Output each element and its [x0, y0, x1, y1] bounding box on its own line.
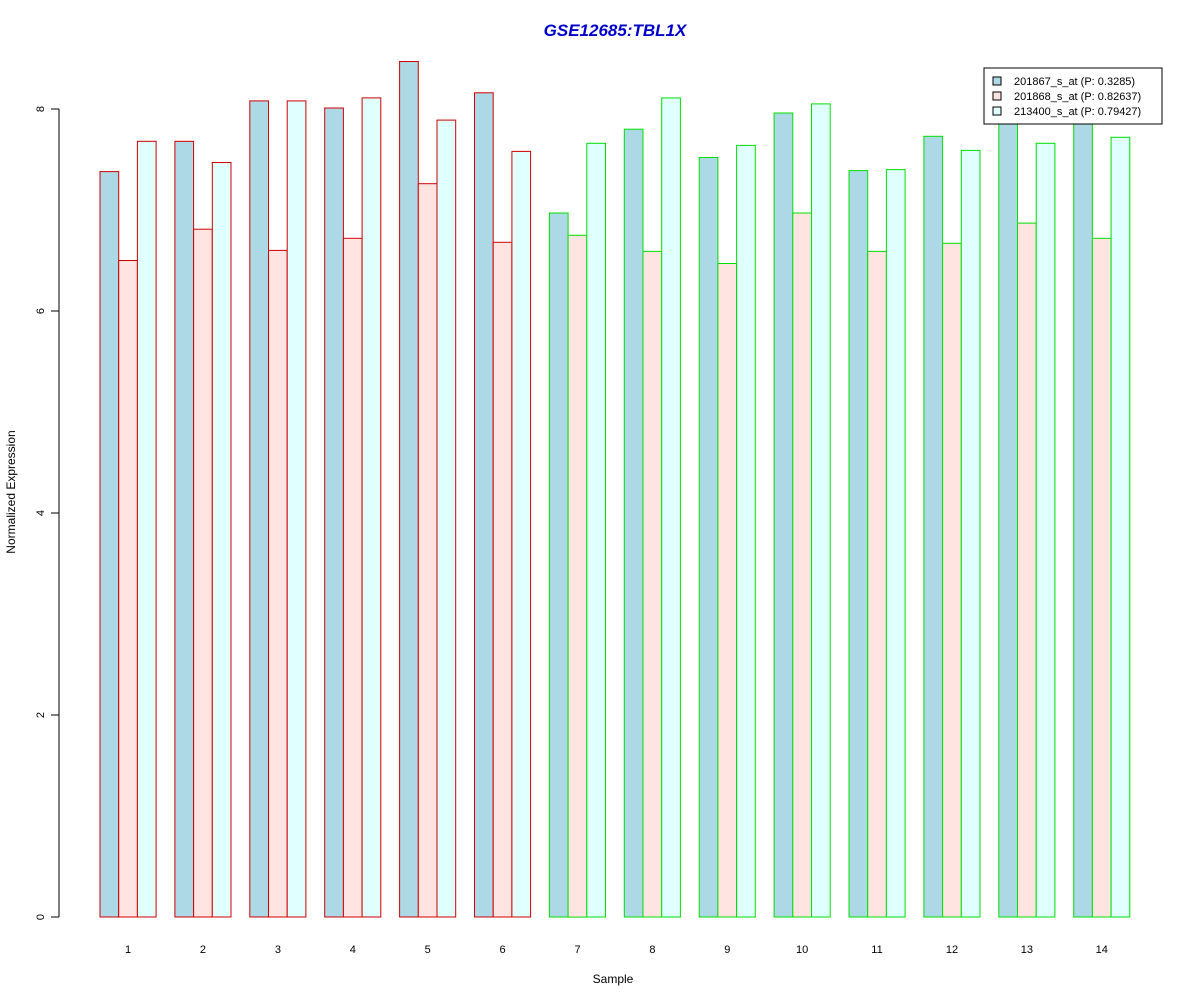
bar-sample-6-series-2: [492, 241, 513, 918]
bar-sample-1-series-1: [99, 171, 120, 918]
x-tick-label: 10: [796, 944, 808, 956]
x-tick-label: 4: [350, 944, 356, 956]
bar-sample-1-series-3: [136, 140, 157, 918]
x-tick-label: 9: [724, 944, 730, 956]
bar-sample-10-series-3: [811, 103, 831, 918]
bar-sample-13-series-2: [1017, 222, 1037, 918]
x-tick-label: 11: [871, 944, 882, 956]
bar-sample-13-series-1: [998, 110, 1018, 918]
x-tick-label: 14: [1096, 944, 1108, 956]
bar-sample-12-series-3: [960, 149, 981, 918]
y-tick-label: 2: [35, 712, 47, 718]
bar-sample-2-series-2: [193, 228, 213, 918]
y-tick-label: 4: [35, 510, 47, 516]
bar-sample-9-series-1: [698, 157, 719, 918]
bar-sample-8-series-2: [642, 250, 663, 918]
bar-sample-3-series-2: [268, 249, 288, 918]
x-tick-label: 6: [500, 944, 506, 956]
bar-sample-6-series-1: [474, 92, 494, 918]
legend-swatch: [992, 91, 1002, 101]
bar-sample-1-series-2: [118, 260, 138, 918]
x-tick-label: 1: [125, 944, 131, 956]
bar-sample-4-series-2: [342, 237, 363, 918]
legend: 201867_s_at (P: 0.3285) 201868_s_at (P: 0…: [983, 67, 1163, 125]
bar-sample-11-series-1: [848, 170, 869, 918]
bar-sample-12-series-1: [923, 135, 944, 918]
bar-sample-4-series-3: [361, 97, 382, 918]
bar-sample-7-series-2: [567, 234, 588, 918]
legend-swatch: [992, 106, 1002, 116]
x-tick-label: 8: [649, 944, 655, 956]
bar-sample-5-series-2: [417, 183, 438, 918]
bar-sample-7-series-1: [548, 212, 569, 918]
x-tick-label: 5: [425, 944, 431, 956]
x-tick-label: 2: [200, 944, 206, 956]
bar-sample-10-series-1: [773, 112, 794, 918]
legend-label: 201868_s_at (P: 0.82637): [1014, 91, 1141, 103]
bar-sample-9-series-2: [717, 263, 738, 918]
bar-sample-5-series-3: [436, 119, 457, 918]
bar-sample-10-series-2: [792, 212, 812, 918]
chart-title: GSE12685:TBL1X: [544, 21, 688, 40]
y-axis: 0 2 4 6 8: [35, 106, 60, 920]
bars-layer: [99, 61, 1131, 918]
legend-box: [983, 67, 1163, 125]
bar-sample-11-series-3: [885, 169, 906, 918]
bar-sample-14-series-1: [1073, 112, 1093, 918]
bar-sample-3-series-3: [286, 100, 307, 918]
x-axis-title: Sample: [593, 972, 634, 986]
x-tick-label: 13: [1021, 944, 1033, 956]
bar-sample-3-series-1: [249, 100, 270, 918]
bar-sample-14-series-3: [1110, 136, 1131, 918]
bar-sample-6-series-3: [511, 150, 532, 918]
bar-sample-8-series-3: [661, 97, 681, 918]
bar-sample-11-series-2: [867, 250, 887, 918]
y-axis-title: Normalized Expression: [4, 430, 18, 553]
legend-swatch: [992, 76, 1002, 86]
x-tick-label: 3: [275, 944, 281, 956]
bar-sample-13-series-3: [1035, 142, 1056, 918]
bar-sample-14-series-2: [1091, 237, 1112, 918]
bar-sample-7-series-3: [586, 142, 606, 918]
legend-label: 213400_s_at (P: 0.79427): [1014, 106, 1141, 118]
x-tick-label: 7: [574, 944, 580, 956]
bar-sample-8-series-1: [623, 128, 644, 918]
legend-label: 201867_s_at (P: 0.3285): [1014, 76, 1135, 88]
bar-sample-4-series-1: [324, 107, 344, 918]
bar-sample-2-series-3: [211, 162, 232, 918]
x-tick-label: 12: [946, 944, 958, 956]
bar-sample-12-series-2: [942, 242, 962, 918]
bar-sample-9-series-3: [736, 144, 756, 918]
y-tick-label: 6: [35, 308, 47, 314]
y-tick-label: 0: [35, 914, 47, 920]
bar-sample-5-series-1: [399, 61, 419, 918]
y-tick-label: 8: [35, 106, 47, 112]
x-axis-labels: 1 2 3 4 5 6 7 8 9 10 11 12 13 14: [125, 944, 1108, 956]
bar-sample-2-series-1: [174, 140, 195, 918]
